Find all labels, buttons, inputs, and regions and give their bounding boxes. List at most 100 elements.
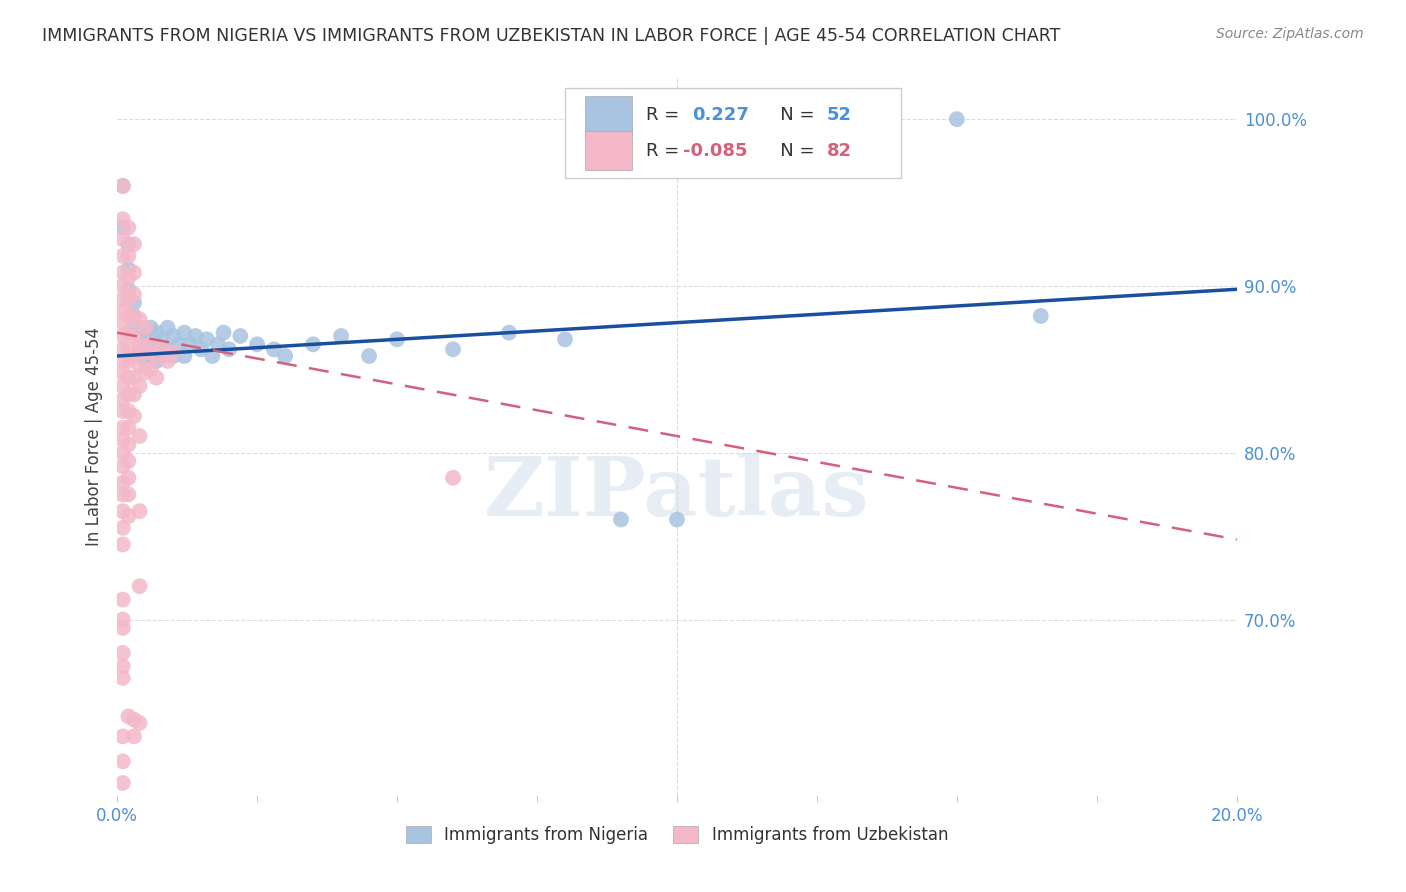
Point bbox=[128, 349, 150, 363]
Point bbox=[111, 776, 134, 790]
Point bbox=[139, 337, 162, 351]
Point bbox=[145, 349, 167, 363]
Point bbox=[111, 316, 134, 330]
Point bbox=[111, 487, 134, 501]
Point bbox=[122, 349, 145, 363]
Point bbox=[610, 512, 633, 526]
Point bbox=[117, 270, 139, 285]
Point bbox=[111, 729, 134, 743]
Point bbox=[117, 421, 139, 435]
Point bbox=[156, 343, 179, 357]
Point bbox=[117, 282, 139, 296]
Point bbox=[117, 220, 139, 235]
Point bbox=[117, 509, 139, 524]
Point bbox=[122, 266, 145, 280]
Point bbox=[201, 349, 224, 363]
Point bbox=[117, 249, 139, 263]
Point bbox=[179, 337, 201, 351]
Point bbox=[184, 329, 207, 343]
Point bbox=[111, 249, 134, 263]
Point bbox=[117, 487, 139, 501]
Point bbox=[385, 332, 408, 346]
Point bbox=[162, 349, 184, 363]
Point bbox=[117, 437, 139, 451]
Point bbox=[134, 354, 156, 368]
Point bbox=[330, 329, 353, 343]
Point bbox=[246, 337, 269, 351]
Point bbox=[162, 345, 184, 359]
FancyBboxPatch shape bbox=[585, 131, 633, 170]
Point bbox=[139, 362, 162, 376]
Point bbox=[122, 287, 145, 301]
Point bbox=[111, 220, 134, 235]
Point bbox=[117, 370, 139, 384]
Point bbox=[150, 332, 173, 346]
Point bbox=[122, 320, 145, 334]
Point bbox=[145, 370, 167, 384]
Point bbox=[145, 354, 167, 368]
Point bbox=[139, 349, 162, 363]
Point bbox=[167, 337, 190, 351]
Point bbox=[128, 329, 150, 343]
Point bbox=[173, 349, 195, 363]
Point bbox=[134, 345, 156, 359]
Point bbox=[122, 295, 145, 310]
FancyBboxPatch shape bbox=[585, 95, 633, 136]
Point bbox=[128, 337, 150, 351]
Text: IMMIGRANTS FROM NIGERIA VS IMMIGRANTS FROM UZBEKISTAN IN LABOR FORCE | AGE 45-54: IMMIGRANTS FROM NIGERIA VS IMMIGRANTS FR… bbox=[42, 27, 1060, 45]
Point bbox=[122, 729, 145, 743]
Point bbox=[111, 329, 134, 343]
Point bbox=[128, 312, 150, 326]
Text: N =: N = bbox=[763, 106, 820, 125]
Point bbox=[190, 343, 212, 357]
Point bbox=[111, 212, 134, 227]
Point bbox=[212, 326, 235, 340]
Point bbox=[274, 349, 297, 363]
Point bbox=[359, 349, 381, 363]
Point bbox=[139, 320, 162, 334]
Point bbox=[111, 293, 134, 307]
Point bbox=[111, 178, 134, 193]
Text: -0.085: -0.085 bbox=[682, 142, 747, 160]
Point bbox=[111, 621, 134, 635]
Point bbox=[111, 659, 134, 673]
Point bbox=[263, 343, 285, 357]
Point bbox=[111, 755, 134, 769]
Point bbox=[111, 521, 134, 535]
Point bbox=[134, 329, 156, 343]
Point bbox=[117, 387, 139, 401]
Point bbox=[554, 332, 576, 346]
Point bbox=[498, 326, 520, 340]
Point bbox=[665, 512, 688, 526]
Point bbox=[134, 366, 156, 380]
FancyBboxPatch shape bbox=[565, 88, 901, 178]
Point bbox=[111, 343, 134, 357]
Point bbox=[111, 178, 134, 193]
Point bbox=[128, 429, 150, 443]
Point bbox=[111, 304, 134, 318]
Point bbox=[111, 279, 134, 293]
Point bbox=[111, 404, 134, 418]
Point bbox=[128, 337, 150, 351]
Point bbox=[441, 343, 464, 357]
Point bbox=[111, 392, 134, 407]
Point bbox=[111, 475, 134, 490]
Text: 82: 82 bbox=[827, 142, 852, 160]
Point bbox=[117, 709, 139, 723]
Point bbox=[122, 237, 145, 252]
Point bbox=[1029, 309, 1052, 323]
Point bbox=[117, 404, 139, 418]
Point bbox=[111, 421, 134, 435]
Point bbox=[207, 337, 229, 351]
Point bbox=[128, 579, 150, 593]
Point bbox=[111, 646, 134, 660]
Point bbox=[117, 326, 139, 340]
Legend: Immigrants from Nigeria, Immigrants from Uzbekistan: Immigrants from Nigeria, Immigrants from… bbox=[406, 826, 948, 844]
Point bbox=[117, 293, 139, 307]
Point bbox=[441, 471, 464, 485]
Point bbox=[150, 343, 173, 357]
Text: N =: N = bbox=[763, 142, 820, 160]
Point bbox=[122, 713, 145, 727]
Point bbox=[111, 366, 134, 380]
Y-axis label: In Labor Force | Age 45-54: In Labor Force | Age 45-54 bbox=[86, 326, 103, 546]
